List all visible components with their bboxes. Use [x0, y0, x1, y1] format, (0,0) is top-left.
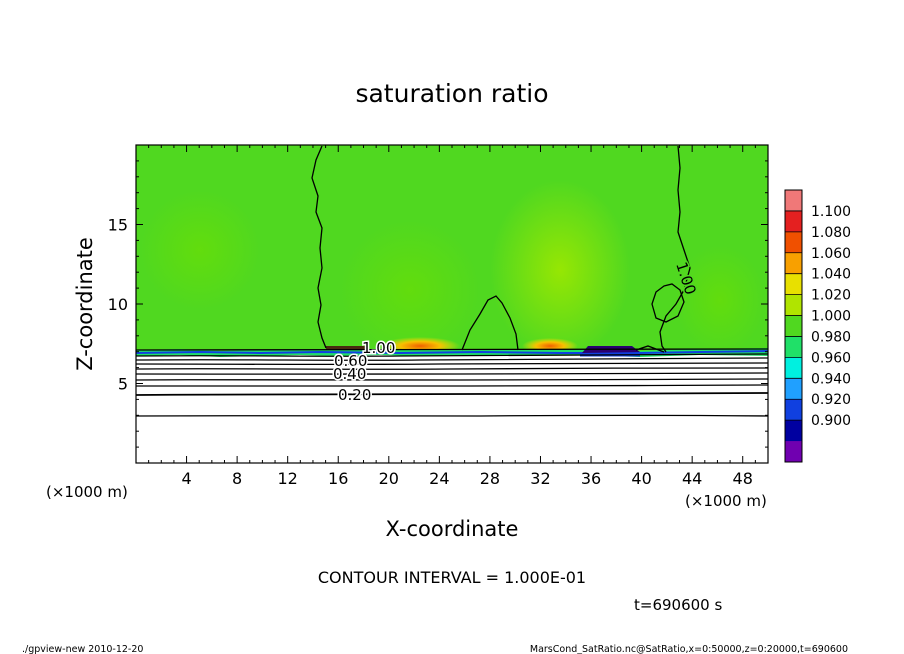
field-light-region-left [340, 220, 480, 360]
colorbar-swatch [785, 294, 802, 317]
colorbar-swatch [785, 399, 802, 421]
x-unit-right: (×1000 m) [685, 492, 767, 510]
x-axis-ticks: 4 8 12 16 20 24 28 32 36 40 44 48 [135, 145, 769, 488]
x-unit-left: (×1000 m) [46, 483, 128, 501]
colorbar-label: 0.940 [811, 371, 851, 387]
colorbar-label: 0.900 [811, 413, 851, 429]
time-label: t=690600 s [634, 596, 722, 614]
x-tick-label: 28 [480, 469, 500, 488]
y-tick-label: 5 [118, 375, 128, 394]
x-tick-label: 40 [631, 469, 651, 488]
field-boundary-blue [136, 350, 768, 355]
x-tick-label: 48 [733, 469, 753, 488]
colorbar-swatch [785, 252, 802, 275]
x-tick-label: 4 [181, 469, 191, 488]
y-tick-label: 15 [108, 216, 128, 235]
colorbar-label: 1.080 [811, 225, 851, 241]
contour-line-c [136, 362, 768, 366]
contour-line-1-00-dome [461, 295, 519, 351]
colorbar-swatch [785, 231, 802, 254]
contour-line-b [136, 357, 768, 361]
y-axis-ticks: 5 10 15 [108, 144, 768, 464]
field-light-region-right [675, 245, 765, 355]
colorbar-label: 1.100 [811, 204, 851, 220]
colorbar-label: 0.980 [811, 329, 851, 345]
colorbar-swatch [785, 336, 802, 358]
colorbar-swatch [785, 190, 802, 212]
colorbar-label: 1.060 [811, 246, 851, 262]
colorbar-swatch [785, 378, 802, 400]
x-tick-label: 24 [429, 469, 449, 488]
colorbar-label: 1.000 [811, 309, 851, 325]
contour-line-1-00-right [659, 145, 691, 353]
colorbar-swatch [785, 441, 802, 463]
colorbar-frame [784, 189, 803, 463]
contour-line-1-00-loop [651, 283, 685, 323]
colorbar-label: 0.920 [811, 392, 851, 408]
x-tick-label: 44 [682, 469, 702, 488]
dry-spot-center [326, 346, 366, 350]
footer-left: ./gpview-new 2010-12-20 [22, 644, 143, 654]
x-tick-label: 20 [379, 469, 399, 488]
chart-title: saturation ratio [355, 79, 548, 108]
colorbar-label: 0.960 [811, 350, 851, 366]
x-tick-label: 16 [328, 469, 348, 488]
contour-line-base [136, 348, 768, 351]
contour-line-f [136, 378, 768, 381]
contour-line-d [136, 367, 768, 370]
colorbar-swatch [785, 315, 802, 337]
colorbar: 1.100 1.080 1.060 1.040 1.020 1.000 0.980 0.960… [784, 189, 851, 463]
x-tick-label: 8 [232, 469, 242, 488]
y-tick-label: 10 [108, 295, 128, 314]
colorbar-swatch [785, 357, 802, 379]
colorbar-swatch [785, 420, 802, 442]
colorbar-label: 1.020 [811, 288, 851, 304]
x-tick-label: 12 [278, 469, 298, 488]
contour-line-1-00-left [311, 145, 327, 349]
colorbar-swatch [785, 210, 802, 233]
y-axis-label: Z-coordinate [73, 237, 97, 371]
contour-label-1-00: 1.00 [362, 339, 395, 357]
heatmap-field: 1.00 0.60 0.40 0.20 1.00 [136, 145, 768, 463]
contour-label-0-40: 0.40 [333, 365, 366, 383]
x-tick-label: 36 [581, 469, 601, 488]
field-light-region-topleft [140, 190, 260, 310]
contour-label-0-60: 0.60 [334, 352, 367, 370]
contour-line-0-20 [136, 392, 768, 396]
contour-line-g [136, 384, 768, 388]
colorbar-swatch [785, 273, 802, 296]
footer-right: MarsCond_SatRatio.nc@SatRatio,x=0:50000,… [530, 644, 848, 654]
field-light-region-center [490, 180, 630, 360]
contour-interval-note: CONTOUR INTERVAL = 1.000E-01 [318, 568, 586, 587]
contour-line-a [136, 353, 768, 357]
contour-lines [136, 145, 768, 417]
contour-line-e [136, 372, 768, 376]
colorbar-label: 1.040 [811, 267, 851, 283]
contour-line-h [136, 414, 768, 417]
contour-label-0-20: 0.20 [338, 386, 371, 404]
x-axis-label: X-coordinate [386, 517, 519, 541]
x-tick-label: 32 [530, 469, 550, 488]
